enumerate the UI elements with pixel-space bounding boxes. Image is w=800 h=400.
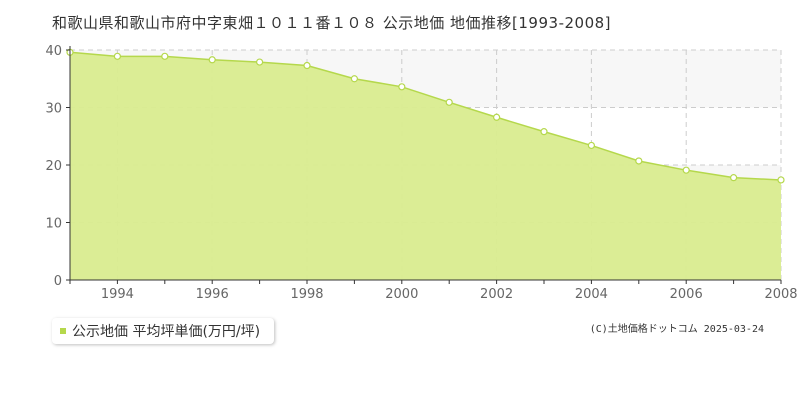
legend-swatch xyxy=(60,328,66,334)
chart-title: 和歌山県和歌山市府中字東畑１０１１番１０８ 公示地価 地価推移[1993-200… xyxy=(52,14,612,32)
data-point xyxy=(398,83,406,91)
y-tick-labels: 0 10 20 30 40 xyxy=(45,44,62,289)
legend-label: 公示地価 平均坪単価(万円/坪) xyxy=(72,324,261,340)
x-tick-label: 2004 xyxy=(575,287,608,302)
data-point xyxy=(493,113,501,121)
x-tick-label: 2008 xyxy=(764,287,797,302)
data-point xyxy=(161,52,169,60)
data-point xyxy=(540,128,548,136)
y-tick-label: 30 xyxy=(45,102,62,117)
y-tick-label: 20 xyxy=(45,159,62,174)
data-point xyxy=(729,174,738,182)
data-point xyxy=(682,166,690,174)
x-tick-labels: 1994 1996 1998 2000 2002 2004 2006 2008 xyxy=(101,287,798,302)
x-tick-label: 2002 xyxy=(480,287,513,302)
data-point xyxy=(445,98,453,106)
axes xyxy=(66,46,782,284)
data-point xyxy=(777,176,785,184)
y-tick-label: 40 xyxy=(45,44,62,59)
data-point xyxy=(113,52,122,60)
x-tick-label: 1994 xyxy=(101,287,134,302)
x-tick-label: 1998 xyxy=(290,287,323,302)
legend: 公示地価 平均坪単価(万円/坪) xyxy=(52,318,275,344)
data-point xyxy=(303,61,311,70)
data-point xyxy=(350,75,358,83)
data-point xyxy=(587,141,596,150)
series-line xyxy=(69,51,782,181)
data-point xyxy=(635,157,643,165)
copyright: (C)土地価格ドットコム 2025-03-24 xyxy=(589,324,764,335)
x-tick-label: 1996 xyxy=(196,287,229,302)
area-fill xyxy=(70,52,781,280)
y-tick-label: 0 xyxy=(54,274,62,289)
x-tick-label: 2006 xyxy=(670,287,703,302)
x-tick-label: 2000 xyxy=(385,287,418,302)
data-points xyxy=(66,48,785,184)
data-point xyxy=(208,56,216,64)
data-point xyxy=(256,58,264,66)
y-tick-label: 10 xyxy=(45,217,62,232)
